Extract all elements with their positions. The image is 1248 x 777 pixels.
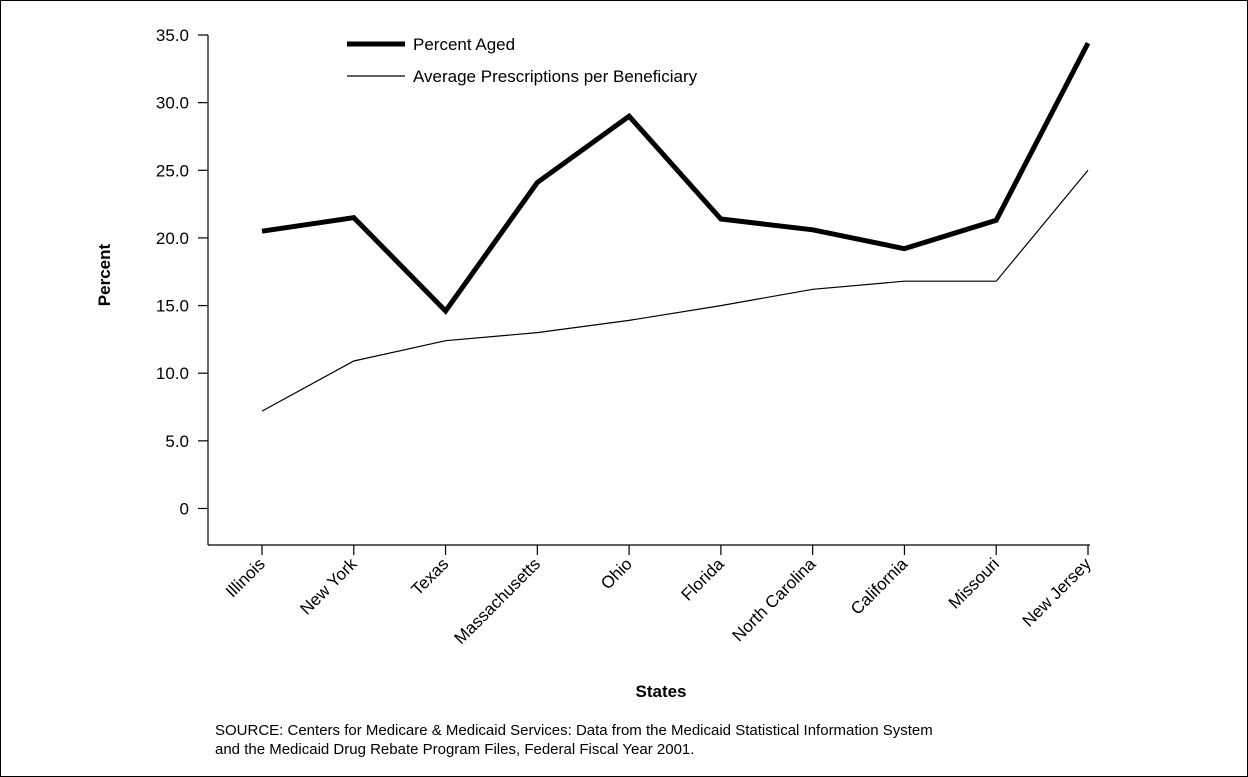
source-note: SOURCE: Centers for Medicare & Medicaid …	[215, 721, 1215, 759]
legend-label-avg-prescriptions: Average Prescriptions per Beneficiary	[413, 67, 698, 86]
axes	[207, 35, 1090, 546]
legend-label-percent-aged: Percent Aged	[413, 35, 515, 54]
x-tick-label: Illinois	[222, 554, 269, 601]
series-lines	[261, 41, 1091, 412]
x-tick-label: Florida	[678, 554, 729, 605]
y-tick-label: 0	[180, 499, 189, 518]
y-tick-label: 20.0	[156, 229, 189, 248]
series-line-avg-prescriptions	[261, 169, 1089, 412]
y-tick-label: 25.0	[156, 161, 189, 180]
source-note-line-1: SOURCE: Centers for Medicare & Medicaid …	[215, 722, 933, 739]
y-tick-label: 5.0	[165, 432, 189, 451]
x-tick-label: Missouri	[945, 554, 1003, 612]
series-line-percent-aged	[261, 41, 1091, 315]
x-tick-label: Massachusetts	[451, 554, 545, 648]
y-tick-label: 10.0	[156, 364, 189, 383]
y-tick-label: 15.0	[156, 297, 189, 316]
y-axis-ticks: 35.0 30.0 25.0 20.0 15.0 10.0 5.0 0	[156, 26, 208, 518]
source-note-line-2: and the Medicaid Drug Rebate Program Fil…	[215, 741, 695, 758]
x-axis-title: States	[635, 682, 686, 701]
y-tick-label: 30.0	[156, 94, 189, 113]
x-tick-label: California	[847, 554, 912, 619]
x-tick-label: North Carolina	[729, 554, 820, 645]
x-tick-label: Ohio	[597, 554, 636, 593]
x-tick-label: New York	[296, 554, 361, 619]
x-tick-label: New Jersey	[1019, 554, 1096, 631]
x-tick-label: Texas	[408, 554, 453, 599]
y-tick-label: 35.0	[156, 26, 189, 45]
y-axis-title: Percent	[95, 243, 114, 306]
legend: Percent Aged Average Prescriptions per B…	[347, 35, 698, 86]
